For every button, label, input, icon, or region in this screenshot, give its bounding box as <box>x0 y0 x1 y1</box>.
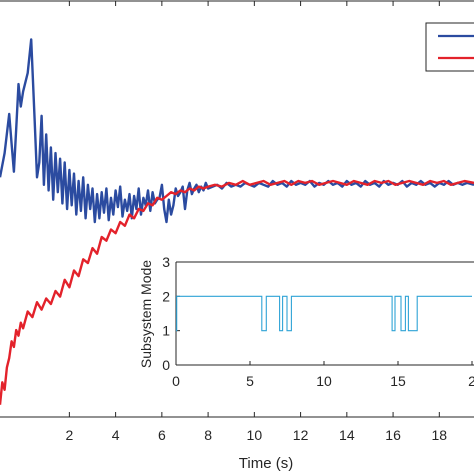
inset-y-tick-label: 1 <box>162 323 170 339</box>
main-x-tick-label: 16 <box>385 427 401 443</box>
main-x-tick-label: 8 <box>204 427 212 443</box>
series-line-1 <box>0 38 474 224</box>
inset-x-tick-label: 5 <box>246 373 254 389</box>
inset-y-tick-label: 2 <box>162 288 170 304</box>
series-line-2 <box>0 179 474 405</box>
main-x-tick-label: 12 <box>293 427 309 443</box>
inset-x-tick-label: 10 <box>316 373 332 389</box>
inset-y-tick-label: 0 <box>162 357 170 373</box>
x-axis-label: Time (s) <box>239 455 293 472</box>
inset-x-tick-label: 0 <box>172 373 180 389</box>
main-x-tick-label: 10 <box>247 427 263 443</box>
main-x-ticks: 2 4 6 8 10 12 14 16 18 <box>65 1 447 443</box>
inset-x-tick-label: 2 <box>468 373 474 389</box>
main-x-tick-label: 2 <box>65 427 73 443</box>
main-x-tick-label: 14 <box>339 427 355 443</box>
inset-y-tick-label: 3 <box>162 254 170 270</box>
legend-box <box>425 22 474 72</box>
subsystem-mode-line <box>176 295 472 332</box>
main-x-tick-label: 18 <box>432 427 448 443</box>
inset-y-axis-label: Subsystem Mode <box>138 260 154 368</box>
inset-series-group <box>176 295 472 332</box>
inset-x-tick-label: 15 <box>390 373 406 389</box>
inset-plot-area <box>176 262 474 365</box>
main-x-tick-label: 6 <box>158 427 166 443</box>
legend <box>425 22 474 72</box>
main-series-group <box>0 38 474 405</box>
main-x-tick-label: 4 <box>112 427 120 443</box>
